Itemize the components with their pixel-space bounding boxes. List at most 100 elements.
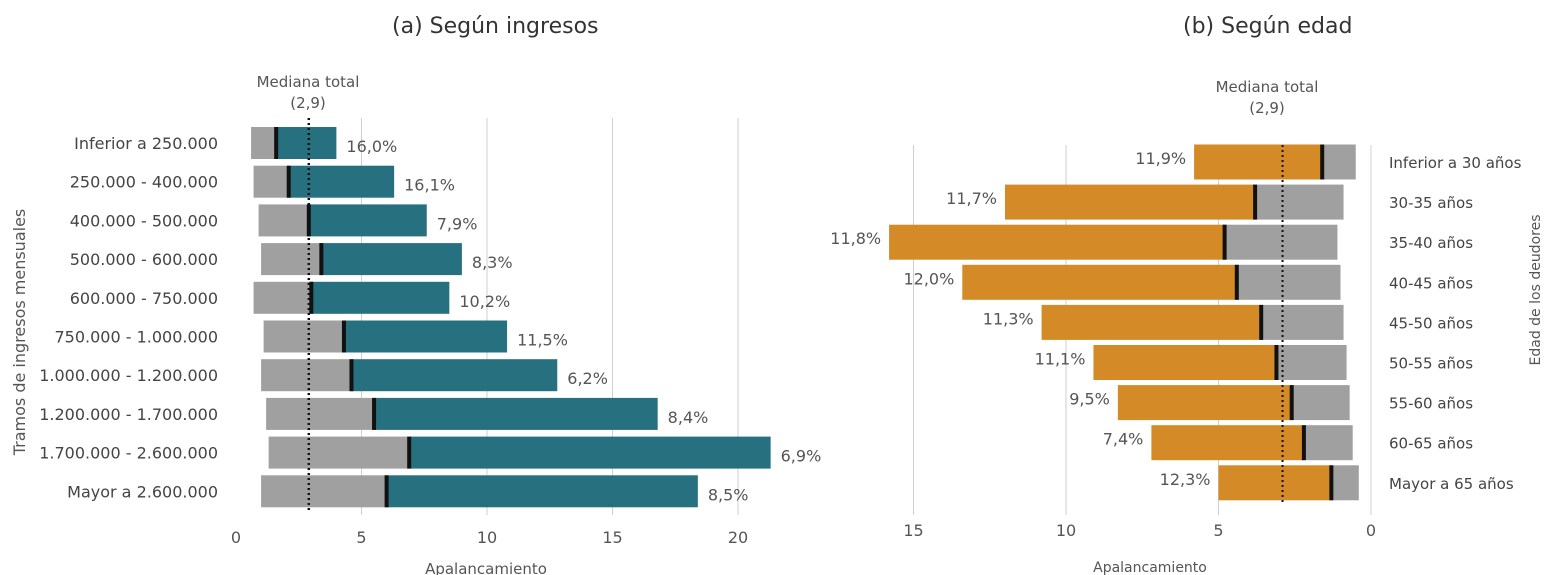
value-label: 8,5% [708, 485, 749, 504]
chart-a-income: Inferior a 250.000 250.000 - 400.000 400.0… [10, 73, 821, 575]
value-label: 12,0% [903, 269, 954, 288]
chart-b-median-value: (2,9) [1249, 99, 1285, 117]
category-median-marker [1301, 425, 1306, 461]
x-tick-label: 15 [602, 528, 622, 547]
data-bar [889, 224, 1225, 260]
data-bar [1117, 385, 1292, 421]
category-median-marker [384, 475, 389, 508]
category-median-marker [407, 436, 412, 469]
range-bar [268, 436, 410, 469]
category-label: 1.700.000 - 2.600.000 [39, 444, 218, 463]
chart-b-value-labels: 11,9% 11,7% 11,8% 12,0% 11,3% 11,1% 9,5% 7,4% 12… [830, 149, 1210, 489]
range-bar [1276, 345, 1347, 380]
x-tick-label: 5 [356, 528, 366, 547]
category-median-marker [349, 359, 354, 392]
data-bar [386, 475, 698, 508]
chart-b-x-ticks: 15 10 5 0 [903, 521, 1376, 540]
data-bar [962, 264, 1237, 300]
category-median-marker [1274, 345, 1279, 380]
category-median-marker [1329, 465, 1334, 501]
chart-b-x-axis-title: Apalancamiento [1093, 560, 1207, 575]
category-label: 600.000 - 750.000 [70, 289, 218, 308]
category-label: 1.000.000 - 1.200.000 [39, 366, 218, 385]
chart-a-value-labels: 16,0% 16,1% 7,9% 8,3% 10,2% 11,5% 6,2% 8,4% 6,9%… [346, 137, 821, 504]
value-label: 11,1% [1035, 350, 1086, 369]
chart-b-category-labels: Inferior a 30 años 30-35 años 35-40 años 40… [1389, 154, 1522, 493]
category-median-marker [1259, 304, 1264, 340]
data-bar [351, 359, 558, 392]
data-bar [343, 320, 508, 353]
category-label: 50-55 años [1389, 355, 1473, 373]
range-bar [1236, 264, 1341, 300]
data-bar [409, 436, 771, 469]
range-bar [1303, 425, 1353, 461]
range-bar [261, 243, 322, 276]
value-label: 16,0% [346, 137, 397, 156]
x-tick-label: 0 [1366, 521, 1376, 540]
data-bar [1005, 184, 1256, 220]
range-bar [263, 320, 344, 353]
range-bar [266, 397, 375, 430]
category-median-marker [341, 320, 346, 353]
data-bar [1218, 465, 1332, 501]
chart-b-y-axis-title: Edad de los deudores [1528, 215, 1544, 366]
x-tick-label: 10 [1056, 521, 1076, 540]
data-bar [1151, 425, 1304, 461]
chart-a-category-labels: Inferior a 250.000 250.000 - 400.000 400.0… [39, 134, 218, 501]
data-bar [276, 127, 337, 159]
chart-b-age: Inferior a 30 años 30-35 años 35-40 años 40… [830, 78, 1544, 575]
category-label: 750.000 - 1.000.000 [54, 328, 218, 347]
value-label: 11,9% [1135, 149, 1186, 168]
category-median-marker [1234, 264, 1239, 300]
range-bar [1224, 224, 1338, 260]
chart-b-median-label: Mediana total [1216, 78, 1319, 96]
value-label: 8,4% [668, 408, 709, 427]
category-label: 45-50 años [1389, 314, 1473, 332]
category-label: 30-35 años [1389, 194, 1473, 212]
category-label: 35-40 años [1389, 234, 1473, 252]
category-label: 55-60 años [1389, 395, 1473, 413]
range-bar [251, 127, 277, 159]
value-label: 11,5% [517, 331, 568, 350]
range-bar [253, 165, 289, 198]
chart-a-bars [251, 127, 771, 508]
range-bar [1331, 465, 1359, 501]
category-median-marker [319, 243, 324, 276]
range-bar [1322, 144, 1356, 180]
category-label: Mayor a 2.600.000 [67, 482, 218, 501]
category-label: 60-65 años [1389, 435, 1473, 453]
range-bar [1255, 184, 1344, 220]
x-tick-label: 15 [903, 521, 923, 540]
range-bar [1261, 304, 1344, 340]
data-bar [1194, 144, 1323, 180]
range-bar [261, 359, 352, 392]
category-median-marker [286, 165, 291, 198]
category-label: Inferior a 30 años [1389, 154, 1522, 172]
value-label: 11,8% [830, 229, 881, 248]
range-bar [1291, 385, 1350, 421]
category-median-marker [1253, 184, 1258, 220]
category-label: 40-45 años [1389, 274, 1473, 292]
range-bar [261, 475, 387, 508]
data-bar [1093, 345, 1277, 380]
chart-a-y-axis-title: Tramos de ingresos mensuales [10, 209, 29, 457]
data-bar [308, 204, 427, 237]
range-bar [258, 204, 309, 237]
data-bar [311, 281, 450, 314]
chart-a-median-value: (2,9) [290, 94, 326, 112]
value-label: 16,1% [404, 176, 455, 195]
category-median-marker [274, 127, 279, 159]
category-label: Inferior a 250.000 [74, 134, 218, 153]
chart-b-bars [889, 144, 1359, 501]
value-label: 12,3% [1160, 470, 1211, 489]
category-label: 400.000 - 500.000 [70, 211, 218, 230]
data-bar [374, 397, 658, 430]
value-label: 6,2% [567, 369, 608, 388]
category-median-marker [306, 204, 311, 237]
category-label: 250.000 - 400.000 [70, 173, 218, 192]
data-bar [321, 243, 462, 276]
category-label: Mayor a 65 años [1389, 475, 1514, 493]
category-label: 500.000 - 600.000 [70, 250, 218, 269]
value-label: 9,5% [1069, 390, 1110, 409]
